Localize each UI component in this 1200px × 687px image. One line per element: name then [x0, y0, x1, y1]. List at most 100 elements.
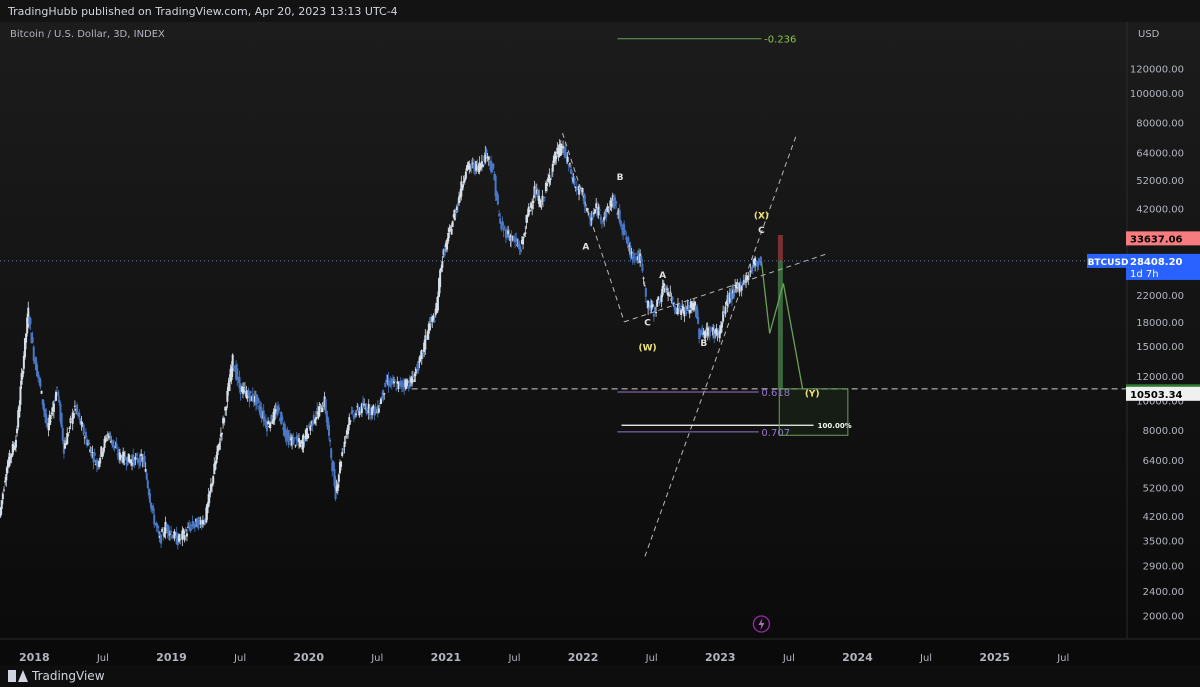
candle-body [13, 445, 16, 450]
candle-body [750, 267, 753, 272]
candle-body [134, 456, 137, 460]
candle-body [248, 396, 251, 402]
candle-body [581, 188, 584, 193]
candle-body [516, 244, 519, 246]
candle-body [299, 441, 302, 448]
candle-body [702, 333, 705, 335]
candle-body [297, 438, 300, 443]
lightning-bolt [758, 618, 765, 630]
candle-body [451, 221, 454, 228]
footer: TradingView [0, 665, 1200, 687]
candle-body [737, 284, 740, 288]
x-tick-label: 2020 [293, 651, 324, 664]
x-tick-label: 2024 [842, 651, 873, 664]
candle-body [308, 424, 311, 428]
candle-body [398, 381, 401, 383]
candle-body [644, 288, 647, 297]
candle-body [8, 452, 11, 466]
candle-body [304, 429, 307, 440]
candle-body [26, 317, 29, 334]
y-tick-label: 10000.00 [1136, 396, 1184, 407]
wave-label: C [644, 319, 651, 329]
candle-body [225, 407, 228, 411]
candle-body [541, 195, 544, 202]
candle-body [316, 408, 319, 410]
candle-body [623, 224, 626, 235]
candle-body [480, 161, 483, 167]
candle-body [501, 221, 504, 226]
candle-body [385, 379, 388, 382]
candle-body [660, 295, 663, 302]
candle-body [507, 230, 510, 235]
candle-body [173, 531, 176, 539]
candle-body [723, 312, 726, 315]
candle-body [629, 245, 632, 258]
candle-body [649, 301, 652, 312]
candle-body [49, 421, 52, 423]
candle-body [126, 456, 129, 466]
candle-body [88, 442, 91, 445]
candle-body [572, 178, 575, 182]
candle-body [17, 410, 20, 428]
candle-body [44, 409, 47, 418]
candle-body [284, 428, 287, 437]
candle-body [1, 493, 4, 500]
candle-body [713, 330, 716, 338]
candle-body [472, 163, 475, 169]
candle-body [192, 524, 195, 528]
candle-body [243, 387, 246, 393]
candle-body [28, 316, 31, 325]
candle-body [523, 233, 526, 236]
candle-body [641, 264, 644, 272]
candle-body [408, 377, 411, 388]
candle-body [321, 408, 324, 413]
chart-title: Bitcoin / U.S. Dollar, 3D, INDEX [10, 29, 165, 40]
candle-body [595, 203, 598, 209]
y-tick-label: 52000.00 [1136, 176, 1184, 187]
candle-body [586, 208, 589, 211]
candle-body [20, 373, 23, 385]
candle-body [180, 534, 183, 536]
candle-body [704, 331, 707, 338]
candle-body [712, 327, 715, 336]
candle-body [410, 378, 413, 383]
candle-body [217, 444, 220, 448]
candle-body [175, 532, 178, 545]
candle-body [85, 439, 88, 446]
chart-area[interactable]: Bitcoin / U.S. Dollar, 3D, INDEX USD 2000.… [0, 22, 1200, 665]
candle-body [213, 463, 216, 475]
candle-body [625, 236, 628, 240]
candle-body [740, 285, 743, 291]
projection-path [760, 260, 804, 389]
candle-body [444, 243, 447, 248]
candle-body [746, 275, 749, 277]
candle-body [757, 261, 760, 266]
candle-body [285, 432, 288, 441]
y-tick-label: 4200.00 [1143, 512, 1184, 523]
candle-body [515, 237, 518, 242]
candle-body [115, 443, 118, 448]
candle-body [30, 332, 33, 344]
candle-body [483, 156, 486, 162]
tradingview-logo[interactable]: TradingView [8, 669, 105, 683]
candle-body [604, 211, 607, 213]
candle-body [413, 379, 416, 382]
chart-svg[interactable]: Bitcoin / U.S. Dollar, 3D, INDEX USD 2000.… [0, 22, 1200, 665]
candle-body [216, 445, 219, 456]
candle-body [187, 526, 190, 528]
candle-body [247, 389, 250, 396]
candle-body [172, 535, 175, 539]
projection-bar-red [777, 234, 783, 261]
candle-body [571, 176, 574, 179]
candle-body [652, 314, 655, 317]
candle-body [478, 162, 481, 172]
brand-name: TradingView [32, 669, 105, 683]
candle-body [296, 440, 299, 443]
candle-body [193, 525, 196, 527]
candle-body [633, 260, 636, 262]
candle-body [72, 413, 75, 419]
candle-body [77, 412, 80, 416]
candle-body [596, 207, 599, 217]
candle-body [631, 256, 634, 260]
candle-body [260, 407, 263, 418]
